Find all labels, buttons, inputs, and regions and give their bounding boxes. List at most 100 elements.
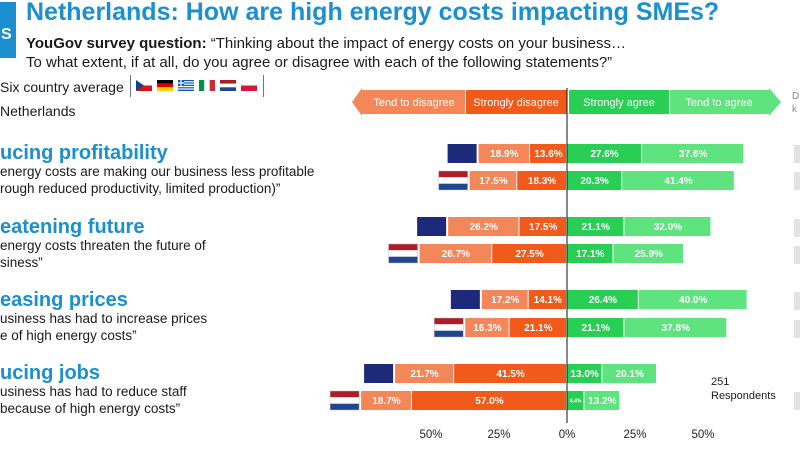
bar-label-strongly-disagree-4: 27.5% — [515, 249, 543, 260]
netherlands-flag-row-6-white — [434, 324, 464, 331]
respondents-label: Respondents — [711, 390, 776, 402]
bar-strongly-agree-1 — [567, 144, 642, 163]
bar-label-strongly-disagree-8: 57.0% — [475, 396, 503, 407]
bar-label-strongly-agree-2: 20.3% — [580, 176, 608, 187]
netherlands-flag-row-2-border — [438, 170, 468, 191]
x-tick-label-1: 50% — [419, 429, 442, 441]
bar-tend-disagree-2 — [469, 171, 517, 190]
greece-flag — [178, 80, 194, 91]
dont-know-block-3 — [417, 217, 447, 236]
statement-4-text: usiness has had to reduce staff because o… — [0, 383, 187, 417]
bar-tend-agree-5 — [638, 290, 747, 309]
x-axis-ticks: 50% 25% 0% 25% 50% — [419, 429, 714, 441]
bar-strongly-disagree-1 — [530, 144, 566, 163]
bar-tend-agree-7 — [602, 364, 657, 383]
statement-2-line-1: energy costs threaten the future of — [0, 238, 206, 253]
edge-box-4 — [794, 246, 800, 264]
bar-label-tend-agree-2: 41.4% — [664, 176, 692, 187]
legend-tend-agree — [670, 90, 769, 114]
legend-tend-disagree — [362, 90, 465, 114]
bar-tend-agree-6 — [624, 318, 727, 337]
edge-box-3 — [794, 219, 800, 237]
statement-1-text: energy costs are making our business les… — [0, 163, 314, 197]
bar-label-strongly-disagree-7: 41.5% — [496, 369, 524, 380]
bar-label-strongly-disagree-2: 18.3% — [528, 176, 556, 187]
statement-2-line-2: siness” — [0, 255, 43, 270]
bar-label-tend-agree-1: 37.6% — [679, 149, 707, 160]
bar-strongly-disagree-3 — [519, 217, 566, 236]
bar-label-strongly-agree-6: 21.1% — [582, 323, 610, 334]
bar-label-tend-disagree-4: 26.7% — [442, 249, 470, 260]
bar-strongly-agree-3 — [567, 217, 624, 236]
netherlands-flag-row-6 — [434, 317, 464, 338]
statement-3-line-1: usiness has had to increase prices — [0, 311, 208, 326]
netherlands-flag-row-4-blue — [388, 256, 418, 263]
edge-box-7 — [794, 392, 800, 410]
bar-label-tend-disagree-2: 17.5% — [479, 176, 507, 187]
netherlands-label: Netherlands — [0, 103, 76, 119]
bar-tend-agree-1 — [642, 144, 744, 163]
country-flags — [130, 75, 264, 97]
statement-3-title: easing prices — [0, 289, 128, 311]
survey-question: YouGov survey question: “Thinking about … — [26, 34, 626, 72]
bar-label-strongly-agree-1: 27.6% — [590, 149, 618, 160]
netherlands-flag-row-2-white — [438, 177, 468, 184]
germany-flag — [157, 80, 173, 91]
x-tick-label-3: 0% — [559, 429, 576, 441]
page-title: Netherlands: How are high energy costs i… — [26, 0, 720, 26]
netherlands-flag-row-6-blue — [434, 330, 464, 337]
legend-label-tend-agree: Tend to agree — [685, 97, 752, 109]
bar-label-tend-disagree-7: 21.7% — [410, 369, 438, 380]
question-line-2: To what extent, if at all, do you agree … — [26, 54, 613, 71]
netherlands-flag-row-6-border — [434, 317, 464, 338]
netherlands-flag-row-4 — [388, 243, 418, 264]
bar-strongly-agree-5 — [567, 290, 638, 309]
bar-label-tend-agree-8: 13.2% — [588, 396, 616, 407]
legend-arrow-right-head — [769, 88, 781, 116]
bar-tend-agree-8 — [584, 391, 620, 410]
netherlands-flag-row-8-border — [329, 390, 360, 411]
bar-label-tend-disagree-8: 18.7% — [372, 396, 400, 407]
czechia-flag — [136, 80, 152, 91]
bar-label-tend-disagree-6: 16.3% — [473, 323, 501, 334]
yougov-logo: S — [0, 2, 16, 58]
bar-label-strongly-disagree-6: 21.1% — [524, 323, 552, 334]
edge-box-5 — [794, 292, 800, 310]
bar-tend-agree-3 — [624, 217, 711, 236]
netherlands-flag-row-8-red — [330, 391, 360, 398]
bar-tend-disagree-6 — [465, 318, 509, 337]
statement-3-text: usiness has had to increase prices e of h… — [0, 310, 207, 344]
bar-label-strongly-disagree-3: 17.5% — [529, 222, 557, 233]
bar-label-strongly-agree-5: 26.4% — [589, 295, 617, 306]
bar-strongly-disagree-4 — [492, 244, 566, 263]
legend-label-tend-disagree: Tend to disagree — [373, 97, 454, 109]
bar-label-tend-agree-5: 40.0% — [679, 295, 707, 306]
bar-label-tend-agree-6: 37.8% — [662, 323, 690, 334]
netherlands-flag-row-8 — [329, 390, 360, 411]
edge-box-2 — [794, 172, 800, 190]
bars-group: 13.6% 18.9% 27.6% 37.6% 18.3% 17.5% 20.3% 41.4%… — [329, 144, 747, 411]
six-country-average-label: Six country average — [0, 79, 124, 95]
legend-arrow-left-head — [352, 88, 362, 116]
netherlands-flag-row-4-white — [388, 250, 418, 257]
bar-strongly-disagree-6 — [509, 318, 566, 337]
bar-label-strongly-disagree-1: 13.6% — [534, 149, 562, 160]
bar-tend-disagree-3 — [448, 217, 519, 236]
respondents-note: 251 Respondents — [711, 375, 776, 403]
netherlands-flag-row-2 — [438, 170, 468, 191]
statement-4-line-2: because of high energy costs” — [0, 401, 181, 416]
statement-1-line-1: energy costs are making our business les… — [0, 164, 315, 179]
legend-strongly-disagree — [466, 90, 567, 114]
dont-know-block-7 — [364, 364, 394, 383]
netherlands-flag-row-4-red — [388, 244, 418, 251]
netherlands-flag-row-8-white — [330, 397, 360, 404]
question-line-1: “Thinking about the impact of energy cos… — [206, 35, 626, 52]
bar-label-strongly-agree-7: 13.0% — [571, 369, 599, 380]
legend-label-strongly-agree: Strongly agree — [583, 97, 655, 109]
bar-tend-agree-4 — [613, 244, 683, 263]
netherlands-flag-row-2-blue — [438, 183, 468, 190]
logo-letter: S — [1, 26, 12, 43]
bar-strongly-disagree-7 — [454, 364, 566, 383]
